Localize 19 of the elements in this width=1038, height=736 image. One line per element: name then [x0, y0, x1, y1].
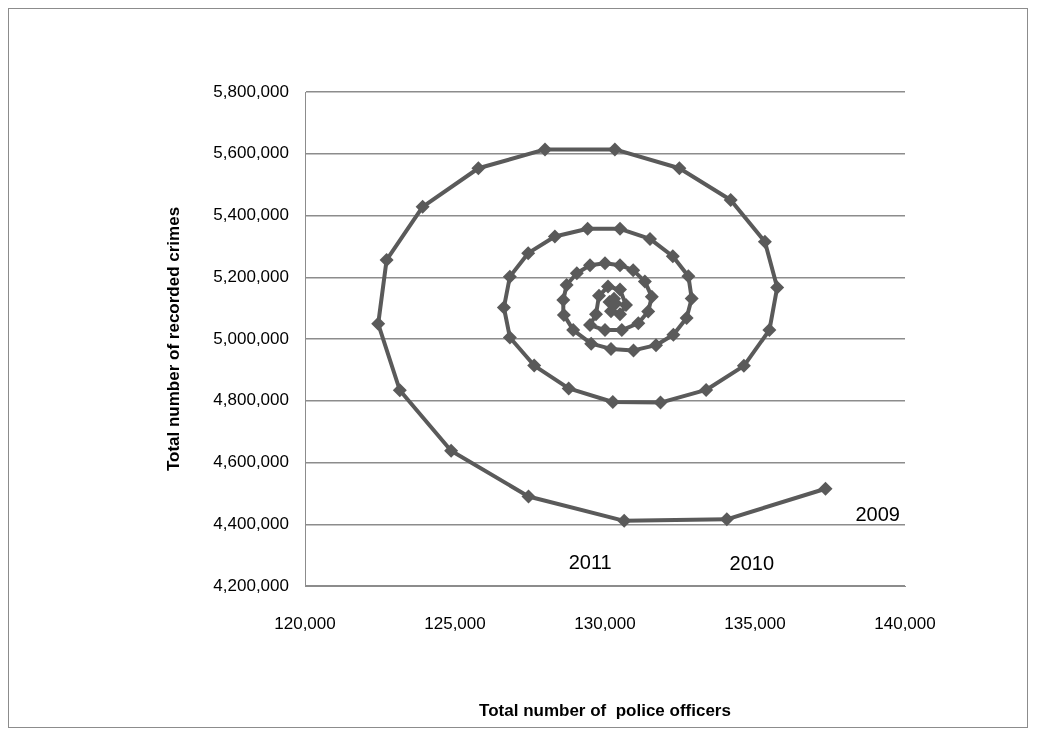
y-tick-label: 4,600,000: [213, 452, 289, 472]
y-tick-label: 5,600,000: [213, 143, 289, 163]
y-tick-label: 5,800,000: [213, 81, 289, 101]
x-tick-label: 125,000: [424, 613, 486, 633]
annotation: 2010: [729, 551, 775, 574]
x-tick-label: 130,000: [574, 613, 636, 633]
y-tick-label: 5,200,000: [213, 266, 289, 286]
x-tick-label: 140,000: [874, 613, 936, 633]
annotation: 2009: [855, 503, 900, 526]
y-tick-label: 4,200,000: [213, 575, 289, 595]
y-tick-label: 5,000,000: [213, 328, 289, 348]
y-axis-title: Total number of recorded crimes: [163, 206, 183, 472]
annotation: 2011: [568, 551, 612, 574]
y-tick-label: 5,400,000: [213, 205, 289, 225]
x-tick-label: 120,000: [274, 613, 336, 633]
x-axis-title: Total number of police officers: [479, 701, 731, 721]
y-tick-label: 4,800,000: [213, 390, 289, 410]
y-tick-label: 4,400,000: [213, 513, 289, 533]
x-tick-label: 135,000: [724, 613, 786, 633]
